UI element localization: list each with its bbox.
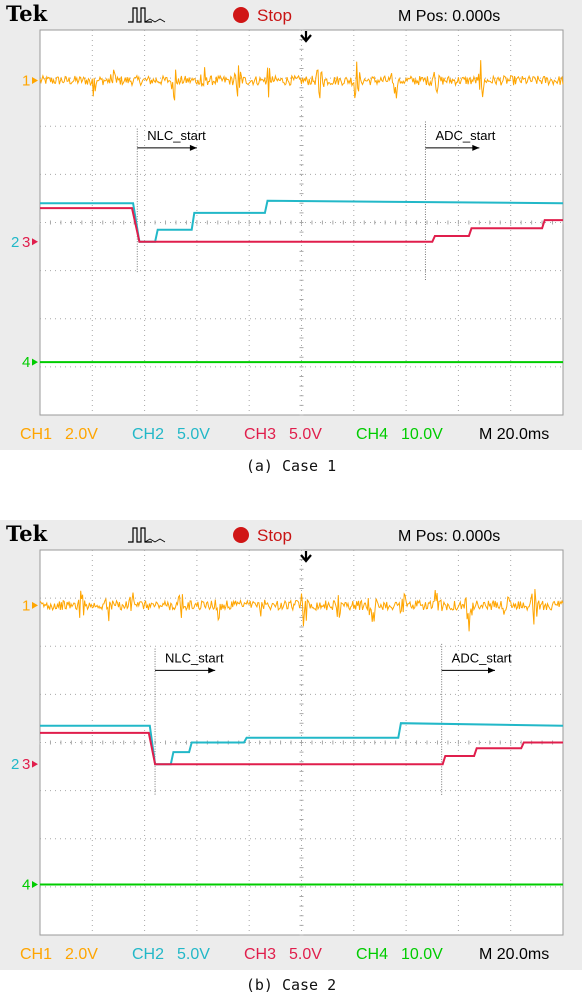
- channel-marker-label: 3: [22, 234, 30, 251]
- footer-ch3-scale: 5.0V: [289, 946, 322, 963]
- channel-marker-arrow-icon: [32, 77, 38, 85]
- grid: [39, 549, 564, 936]
- mpos-readout: M Pos: 0.000s: [398, 8, 500, 25]
- annotation-arrowhead-icon: [189, 144, 197, 151]
- trigger-position-arrow-icon: [300, 551, 312, 563]
- channel-marker-label: 2: [11, 756, 19, 773]
- scope-screen: Tek Stop M Pos: 0.000s 1 2 3 4 NLC_start ADC_sta…: [0, 520, 582, 970]
- channel-marker-label: 2: [11, 234, 19, 251]
- trigger-icon: [128, 527, 152, 543]
- footer-ch2: CH2: [132, 426, 164, 443]
- footer-ch4-scale: 10.0V: [401, 426, 443, 443]
- footer-ch1: CH1: [20, 946, 52, 963]
- footer-ch4-scale: 10.0V: [401, 946, 443, 963]
- trigger-position-arrow-icon: [300, 31, 312, 43]
- brand-logo: Tek: [6, 521, 48, 546]
- footer-ch4: CH4: [356, 426, 388, 443]
- grid: [39, 29, 564, 416]
- mpos-readout: M Pos: 0.000s: [398, 528, 500, 545]
- annotation-label: NLC_start: [165, 650, 224, 665]
- caption-case-2: (b) Case 2: [245, 976, 337, 994]
- channel-marker-arrow-icon: [32, 238, 38, 246]
- scope-screen: Tek Stop M Pos: 0.000s 1 2 3 4 NLC_start ADC_sta…: [0, 0, 582, 450]
- footer-ch1: CH1: [20, 426, 52, 443]
- annotation-arrowhead-icon: [208, 667, 216, 674]
- trigger-icon: [144, 538, 166, 543]
- footer-ch4: CH4: [356, 946, 388, 963]
- footer-ch3: CH3: [244, 946, 276, 963]
- status-label: Stop: [257, 526, 292, 545]
- channel-marker-label: 4: [22, 876, 30, 893]
- trigger-icon: [144, 18, 166, 23]
- channel-marker-arrow-icon: [32, 601, 38, 609]
- annotation-arrowhead-icon: [488, 667, 496, 674]
- series-line-ch3: [40, 207, 563, 243]
- channel-marker-label: 4: [22, 354, 30, 371]
- footer-ch1-scale: 2.0V: [65, 946, 98, 963]
- oscilloscope-case-2: Tek Stop M Pos: 0.000s 1 2 3 4 NLC_start ADC_sta…: [0, 520, 582, 970]
- brand-logo: Tek: [6, 1, 48, 26]
- caption-case-1: (a) Case 1: [245, 457, 337, 475]
- channel-marker-label: 3: [22, 756, 30, 773]
- stop-icon: [233, 7, 249, 23]
- channel-marker-arrow-icon: [32, 358, 38, 366]
- annotation-arrowhead-icon: [472, 144, 480, 151]
- footer-ch3-scale: 5.0V: [289, 426, 322, 443]
- channel-marker-arrow-icon: [32, 880, 38, 888]
- trigger-icon: [128, 7, 152, 23]
- channel-marker-label: 1: [22, 73, 30, 90]
- series-line-ch1: [39, 60, 564, 101]
- footer-ch2-scale: 5.0V: [177, 426, 210, 443]
- status-label: Stop: [257, 6, 292, 25]
- footer-ch2: CH2: [132, 946, 164, 963]
- footer-ch3: CH3: [244, 426, 276, 443]
- footer-ch2-scale: 5.0V: [177, 946, 210, 963]
- footer-timebase: M 20.0ms: [479, 946, 549, 963]
- channel-marker-arrow-icon: [32, 760, 38, 768]
- annotation-label: ADC_start: [435, 128, 495, 143]
- oscilloscope-case-1: Tek Stop M Pos: 0.000s 1 2 3 4 NLC_start ADC_sta…: [0, 0, 582, 450]
- series-line-ch2: [40, 199, 564, 243]
- footer-timebase: M 20.0ms: [479, 426, 549, 443]
- channel-marker-label: 1: [22, 597, 30, 614]
- footer-ch1-scale: 2.0V: [65, 426, 98, 443]
- series-line-ch1: [39, 589, 564, 632]
- annotation-label: ADC_start: [452, 650, 512, 665]
- series-line-ch3: [40, 731, 563, 766]
- stop-icon: [233, 527, 249, 543]
- annotation-label: NLC_start: [147, 128, 206, 143]
